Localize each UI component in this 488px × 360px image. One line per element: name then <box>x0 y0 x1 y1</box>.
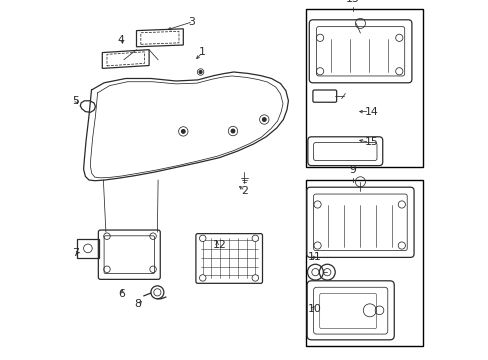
Circle shape <box>251 275 258 281</box>
Circle shape <box>199 235 205 242</box>
Text: 11: 11 <box>307 252 321 262</box>
Text: 6: 6 <box>118 289 124 300</box>
Text: 13: 13 <box>345 0 359 4</box>
Text: 3: 3 <box>188 17 195 27</box>
Text: 1: 1 <box>198 47 205 57</box>
Bar <box>306 180 422 346</box>
Text: 9: 9 <box>348 165 355 175</box>
Circle shape <box>251 235 258 242</box>
Text: 5: 5 <box>72 96 79 106</box>
Circle shape <box>262 118 265 121</box>
Text: 10: 10 <box>307 304 321 314</box>
Circle shape <box>231 129 234 133</box>
Bar <box>77 239 99 258</box>
Circle shape <box>181 130 185 133</box>
Text: 2: 2 <box>241 186 247 196</box>
Text: 14: 14 <box>365 107 378 117</box>
Text: 12: 12 <box>212 240 226 250</box>
Text: 15: 15 <box>365 137 378 147</box>
Circle shape <box>199 275 205 281</box>
Circle shape <box>199 71 202 73</box>
Bar <box>306 9 422 167</box>
Text: 8: 8 <box>134 299 142 309</box>
Text: 7: 7 <box>72 248 79 258</box>
Text: 4: 4 <box>118 35 124 45</box>
